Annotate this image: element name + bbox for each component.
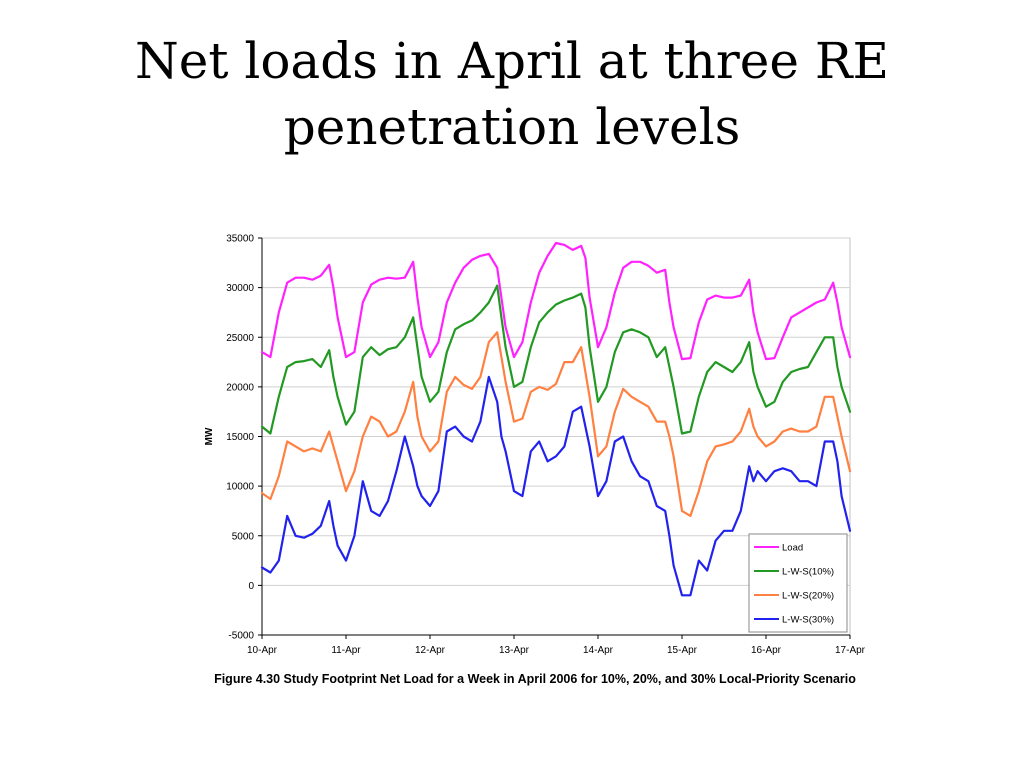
x-tick-label: 11-Apr xyxy=(331,645,361,656)
y-tick-label: 0 xyxy=(248,581,254,592)
series-line-l-w-s-10 xyxy=(260,284,852,435)
series-line-l-w-s-30 xyxy=(260,375,852,597)
y-axis-label: MW xyxy=(204,427,215,445)
x-tick-label: 16-Apr xyxy=(751,645,782,656)
legend-label: Load xyxy=(782,543,803,554)
legend-label: L-W-S(10%) xyxy=(782,567,834,578)
y-tick-label: -5000 xyxy=(228,631,254,642)
y-tick-label: 15000 xyxy=(226,432,254,443)
slide-title: Net loads in April at three RE penetrati… xyxy=(135,32,889,156)
series-line-l-w-s-20 xyxy=(260,331,852,517)
legend-box xyxy=(748,533,848,633)
y-tick-label: 20000 xyxy=(226,382,254,393)
series-line-load xyxy=(260,241,852,361)
x-tick-label: 13-Apr xyxy=(499,645,530,656)
net-load-chart: 35000 30000 25000 20000 15000 10000 5000 0 -5000… xyxy=(204,234,866,657)
chart-figure: 35000 30000 25000 20000 15000 10000 5000 0 -5000… xyxy=(196,226,876,666)
y-tick-label: 5000 xyxy=(232,531,255,542)
y-tick-label: 10000 xyxy=(226,482,254,493)
legend-label: L-W-S(30%) xyxy=(782,615,834,626)
x-tick-label: 12-Apr xyxy=(415,645,446,656)
y-tick-label: 25000 xyxy=(226,333,254,344)
y-tick-label: 35000 xyxy=(226,234,254,245)
x-tick-label: 17-Apr xyxy=(835,645,866,656)
x-tick-label: 15-Apr xyxy=(667,645,698,656)
x-tick-label: 14-Apr xyxy=(583,645,614,656)
y-tick-label: 30000 xyxy=(226,283,254,294)
x-tick-label: 10-Apr xyxy=(247,645,278,656)
figure-caption: Figure 4.30 Study Footprint Net Load for… xyxy=(214,672,856,686)
legend-label: L-W-S(20%) xyxy=(782,591,834,602)
